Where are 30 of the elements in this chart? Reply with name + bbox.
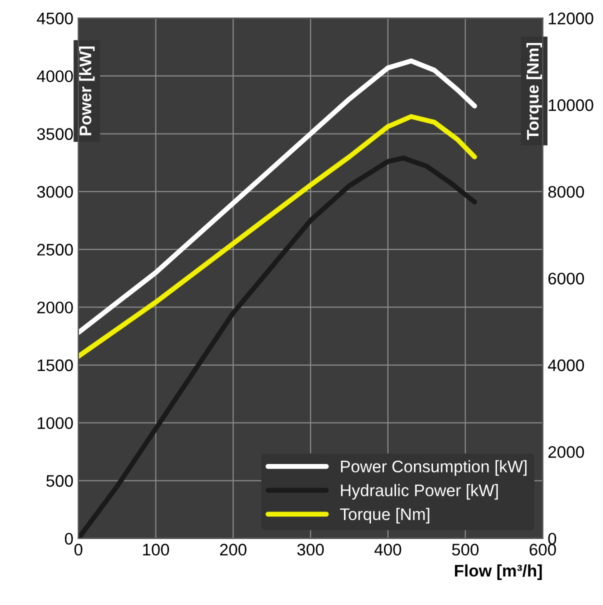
y2-tick-label: 10000	[548, 99, 594, 112]
y2-tick-label: 8000	[548, 186, 584, 198]
y2-axis-title: Torque [Nm]	[526, 43, 542, 140]
y-tick-label: 4000	[36, 70, 73, 82]
x-tick-label: 500	[452, 544, 479, 556]
legend-label: Hydraulic Power [kW]	[341, 484, 498, 500]
y-tick-label: 1000	[38, 417, 73, 430]
y-tick-label: 3000	[37, 186, 73, 198]
y-tick-label: 3500	[37, 128, 73, 140]
y2-tick-label: 0	[548, 532, 556, 545]
y-axis-title: Power [kW]	[79, 46, 95, 136]
legend-label: Torque [Nm]	[340, 508, 430, 524]
x-tick-label: 400	[374, 544, 402, 556]
y-tick-label: 0	[64, 532, 73, 545]
y2-tick-label: 4000	[548, 359, 584, 372]
x-tick-label: 0	[74, 544, 82, 556]
x-tick-label: 200	[220, 544, 246, 556]
y-tick-label: 500	[46, 475, 73, 487]
y2-tick-label: 12000	[548, 12, 594, 24]
y-tick-label: 2000	[37, 302, 73, 314]
y-tick-label: 2500	[37, 244, 73, 256]
x-tick-label: 300	[297, 544, 324, 556]
y2-tick-label: 2000	[548, 446, 584, 458]
legend-label: Power Consumption [kW]	[341, 460, 527, 476]
x-tick-label: 100	[143, 544, 170, 556]
x-tick-label: 600	[530, 544, 556, 556]
x-axis-title: Flow [m³/h]	[454, 564, 542, 580]
y-tick-label: 1500	[38, 359, 73, 372]
y-tick-label: 4500	[36, 12, 73, 24]
y2-tick-label: 6000	[548, 272, 584, 285]
